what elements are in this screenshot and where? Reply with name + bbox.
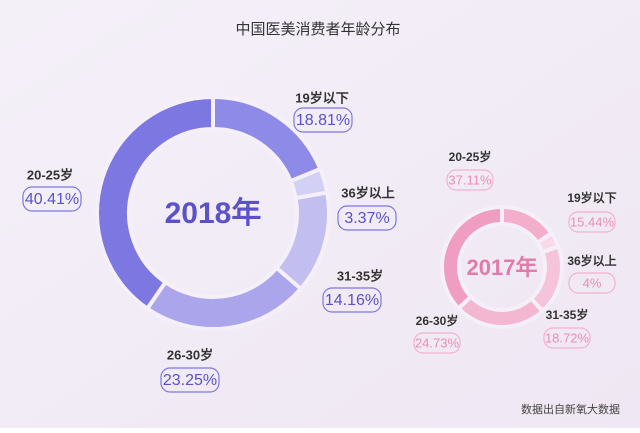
center-label: 2018年 [165,197,262,230]
source-note: 数据出自新氧大数据 [521,402,620,416]
value-label-box [337,205,397,231]
value-label: 23.25% [163,372,217,389]
value-label-box [322,287,382,313]
slice-category: 31-35岁 [546,307,589,322]
value-label: 4% [583,275,602,290]
slice-category: 20-25岁 [449,149,492,164]
value-label: 15.44% [570,214,615,229]
value-label-box [413,332,461,354]
value-label: 37.11% [448,172,492,187]
value-label: 3.37% [344,210,389,227]
center-label: 2017年 [467,255,538,280]
slice-category: 19岁以下 [567,190,616,205]
slice-category: 31-35岁 [337,268,383,283]
slice-category: 36岁以上 [567,253,616,268]
value-label-box [22,186,82,212]
value-label: 18.72% [545,330,590,345]
value-label-box [543,327,591,349]
value-label-box [446,169,494,191]
chart-title: 中国医美消费者年龄分布 [235,21,400,38]
pie-slice [95,94,215,312]
value-label-box [293,107,353,133]
value-label: 40.41% [25,191,79,208]
value-label: 14.16% [325,292,379,309]
value-label-box [160,367,220,393]
slice-category: 26-30岁 [167,347,213,362]
slice-category: 19岁以下 [295,90,348,105]
slice-category: 26-30岁 [416,313,459,328]
value-label-box [568,272,616,294]
value-label-box [568,211,616,233]
pie-slice [440,204,504,312]
value-label: 24.73% [415,335,460,350]
slice-category: 20-25岁 [27,167,73,182]
value-label: 18.81% [296,112,350,129]
slice-category: 36岁以上 [341,185,394,200]
